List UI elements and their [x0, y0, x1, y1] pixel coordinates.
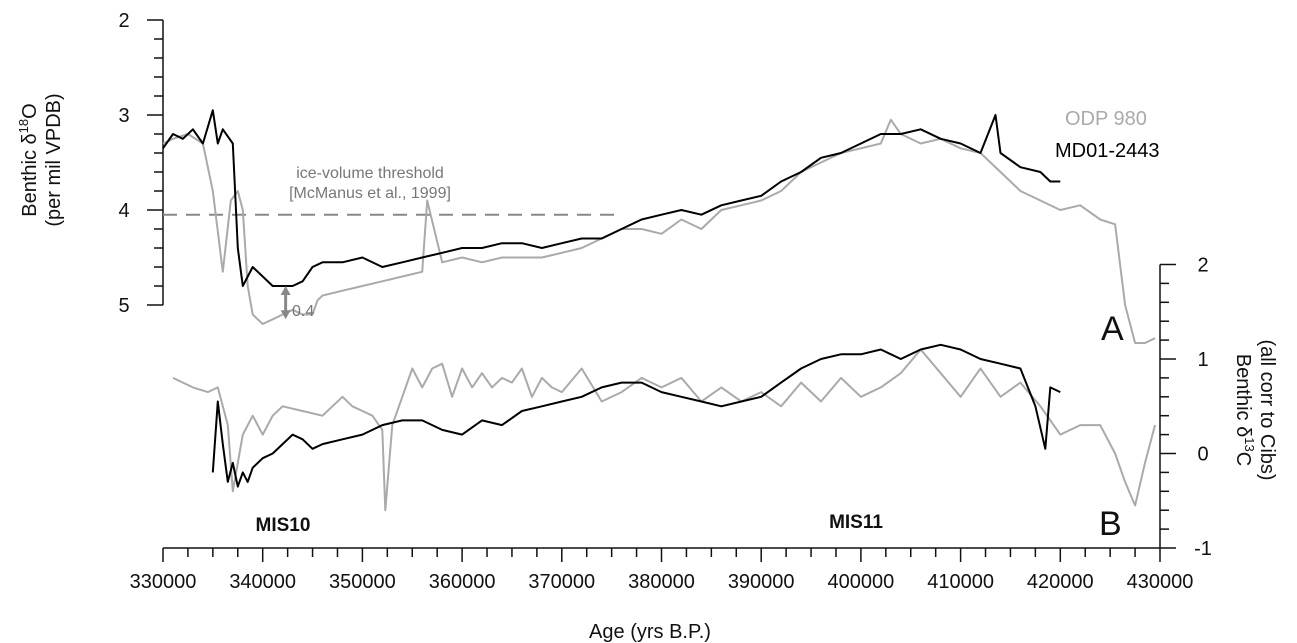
legend-item-md01-2443: MD01-2443 [1055, 140, 1160, 162]
series-line-b-odp-980 [172, 348, 1156, 512]
x-tick-label: 340000 [229, 571, 296, 593]
x-tick-label: 420000 [1027, 571, 1094, 593]
panel-a-series [162, 109, 1156, 344]
x-tick-label: 390000 [728, 571, 795, 593]
legend-item-odp980: ODP 980 [1065, 108, 1147, 130]
amplitude-arrow-head-up [280, 286, 291, 295]
y-a-tick-label: 3 [118, 105, 129, 127]
y-axis-title-a-main: Benthic δ [19, 133, 41, 216]
y-a-tick-label: 2 [118, 10, 129, 32]
y-a-tick-label: 4 [118, 200, 129, 222]
x-tick-label: 370000 [528, 571, 595, 593]
panel-letter-b: B [1099, 505, 1122, 543]
y-axis-title-b-tail: C [1232, 452, 1254, 466]
threshold-label-line1: ice-volume threshold [296, 165, 444, 182]
x-tick-label: 350000 [329, 571, 396, 593]
series-line-b-md01-2443 [211, 343, 1061, 488]
stage-label-mis11: MIS11 [829, 512, 883, 533]
series-line-a-odp-980 [162, 118, 1156, 344]
y-axis-title-panel-b: Benthic δ13C [1232, 354, 1257, 466]
y-b-tick-label: 0 [1197, 444, 1208, 466]
panel-letter-a: A [1101, 310, 1124, 348]
y-axis-title-panel-a: Benthic δ18O [16, 103, 41, 216]
y-axis-title-b-main: Benthic δ [1232, 354, 1254, 437]
y-axis-subtitle-panel-a: (per mil VPDB) [43, 93, 65, 226]
y-axis-panel-b: -1 0 1 2 [1159, 255, 1212, 560]
y-b-tick-label: 2 [1197, 255, 1208, 277]
y-axis-title-b-sup: 13 [1242, 437, 1257, 451]
amplitude-label: 0.4 [292, 303, 314, 320]
x-tick-label: 330000 [130, 571, 197, 593]
stage-label-mis10: MIS10 [256, 515, 311, 536]
threshold-label-line2: [McManus et al., 1999] [289, 185, 451, 202]
panel-b-series [172, 343, 1156, 512]
y-axis-title-a-sup: 18 [16, 119, 31, 133]
amplitude-arrow-head-down [280, 310, 291, 320]
x-tick-label: 380000 [628, 571, 695, 593]
x-tick-label: 400000 [828, 571, 895, 593]
y-a-tick-label: 5 [118, 295, 129, 317]
y-b-tick-label: -1 [1194, 538, 1212, 560]
x-tick-label: 430000 [1127, 571, 1194, 593]
y-axis-subtitle-panel-b: (all corr to Cibs) [1256, 339, 1278, 480]
y-b-tick-label: 1 [1197, 349, 1208, 371]
y-axis-title-a-tail: O [19, 103, 41, 119]
y-axis-panel-a: 2 3 4 5 [118, 10, 164, 317]
series-line-a-md01-2443 [162, 109, 1061, 287]
x-axis-title: Age (yrs B.P.) [589, 621, 711, 643]
x-tick-label: 360000 [429, 571, 496, 593]
x-axis: 330000 340000 350000 360000 370000 380000 3900… [130, 547, 1194, 593]
x-tick-label: 410000 [927, 571, 994, 593]
